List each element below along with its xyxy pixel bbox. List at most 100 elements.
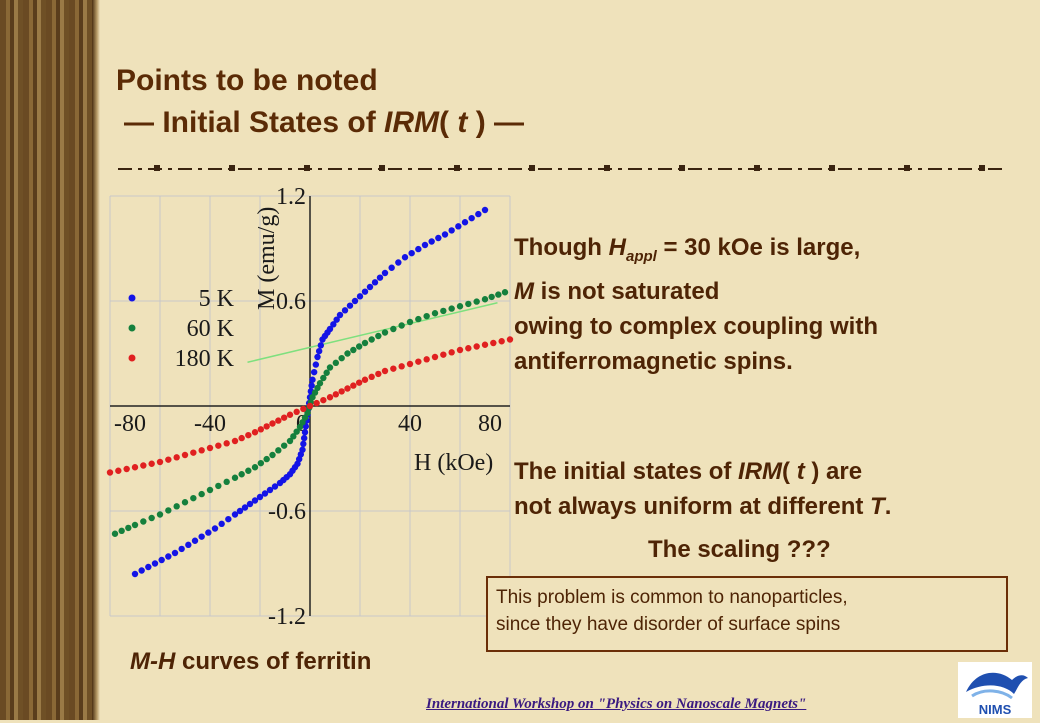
data-point bbox=[257, 426, 265, 433]
data-point bbox=[381, 329, 389, 336]
data-point bbox=[246, 500, 254, 508]
data-point bbox=[431, 353, 439, 361]
data-point bbox=[156, 458, 164, 466]
data-point bbox=[448, 349, 455, 356]
divider-dot bbox=[229, 165, 235, 171]
data-point bbox=[333, 316, 340, 323]
data-point bbox=[271, 483, 279, 490]
data-point bbox=[320, 374, 327, 382]
data-point bbox=[115, 467, 122, 474]
data-point bbox=[495, 291, 502, 298]
data-point bbox=[398, 322, 405, 329]
line5-pre: The initial states of bbox=[514, 458, 739, 485]
data-point bbox=[361, 339, 369, 347]
x-tick-label: 40 bbox=[398, 411, 422, 437]
divider-dot bbox=[604, 165, 610, 171]
data-point bbox=[245, 431, 252, 439]
y-axis-label: M (emu/g) bbox=[254, 207, 280, 310]
data-point bbox=[481, 206, 489, 214]
explanation-line6: not always uniform at different T. bbox=[514, 489, 891, 524]
data-point bbox=[198, 490, 205, 498]
data-point bbox=[351, 297, 359, 305]
data-point bbox=[368, 373, 375, 381]
footer-workshop-link[interactable]: International Workshop on "Physics on Na… bbox=[426, 696, 807, 712]
data-point bbox=[140, 518, 147, 525]
chart-caption: M-H curves of ferritin bbox=[130, 648, 371, 676]
data-point bbox=[326, 364, 334, 371]
title-line1: Points to be noted bbox=[116, 64, 378, 97]
data-point bbox=[468, 214, 475, 222]
data-point bbox=[206, 444, 214, 452]
note-line2: since they have disorder of surface spin… bbox=[496, 614, 841, 635]
data-point bbox=[336, 311, 344, 319]
line5-mid: ( bbox=[782, 458, 797, 485]
data-point bbox=[304, 409, 311, 417]
data-point bbox=[238, 471, 245, 478]
data-point bbox=[269, 451, 276, 459]
line6-pre: not always uniform at different bbox=[514, 493, 871, 520]
data-point bbox=[125, 524, 132, 532]
data-point bbox=[261, 490, 269, 497]
data-point bbox=[326, 394, 334, 401]
data-point bbox=[415, 315, 422, 323]
data-point bbox=[428, 238, 435, 245]
explanation-line3: owing to complex coupling with bbox=[514, 312, 878, 340]
data-point bbox=[251, 429, 259, 436]
data-point bbox=[215, 482, 222, 490]
data-point bbox=[408, 249, 415, 257]
data-point bbox=[423, 312, 430, 320]
x-tick-label: -40 bbox=[194, 411, 226, 437]
data-point bbox=[138, 567, 145, 574]
data-point bbox=[440, 351, 447, 358]
data-point bbox=[131, 521, 139, 529]
data-point bbox=[501, 289, 509, 296]
data-point bbox=[315, 347, 323, 355]
decorative-stripe bbox=[0, 0, 92, 720]
title-line2-t: t bbox=[457, 106, 468, 139]
data-point bbox=[355, 343, 363, 350]
data-point bbox=[406, 360, 414, 368]
data-point bbox=[165, 553, 172, 560]
data-point bbox=[257, 459, 265, 467]
data-point bbox=[123, 465, 130, 473]
data-point bbox=[456, 346, 464, 354]
line1-post: = 30 kOe is large, bbox=[656, 234, 861, 261]
data-point bbox=[390, 365, 397, 372]
data-point bbox=[381, 367, 389, 375]
data-point bbox=[390, 325, 397, 333]
data-point bbox=[344, 385, 351, 392]
data-point bbox=[293, 408, 300, 416]
title-line2-paren: ( bbox=[439, 106, 458, 139]
data-point bbox=[131, 570, 139, 578]
data-point bbox=[245, 467, 252, 474]
chart-legend: 5 K 60 K 180 K bbox=[128, 286, 235, 372]
data-point bbox=[332, 359, 340, 367]
data-point bbox=[190, 449, 197, 456]
data-point bbox=[140, 462, 147, 469]
explanation-line2: M is not saturated bbox=[514, 274, 878, 309]
data-point bbox=[263, 455, 270, 463]
dashed-divider bbox=[118, 165, 1006, 171]
data-point bbox=[156, 511, 164, 518]
data-point bbox=[423, 356, 430, 363]
data-point bbox=[148, 514, 155, 522]
title-line2: — Initial States of IRM( t ) — bbox=[116, 102, 524, 144]
data-point bbox=[198, 533, 205, 540]
data-point bbox=[350, 346, 357, 354]
data-point bbox=[350, 382, 357, 389]
legend-label: 180 K bbox=[175, 346, 235, 372]
data-point bbox=[275, 447, 282, 454]
data-point bbox=[481, 341, 489, 348]
data-point bbox=[498, 338, 505, 345]
data-point bbox=[323, 369, 330, 376]
data-point bbox=[312, 361, 320, 368]
data-point bbox=[165, 507, 172, 514]
data-point bbox=[275, 417, 282, 424]
data-point bbox=[148, 460, 155, 467]
data-point bbox=[375, 370, 382, 378]
data-point bbox=[309, 376, 316, 383]
data-point bbox=[465, 300, 472, 308]
slide-title: Points to be noted — Initial States of I… bbox=[116, 60, 524, 144]
data-point bbox=[301, 429, 309, 436]
